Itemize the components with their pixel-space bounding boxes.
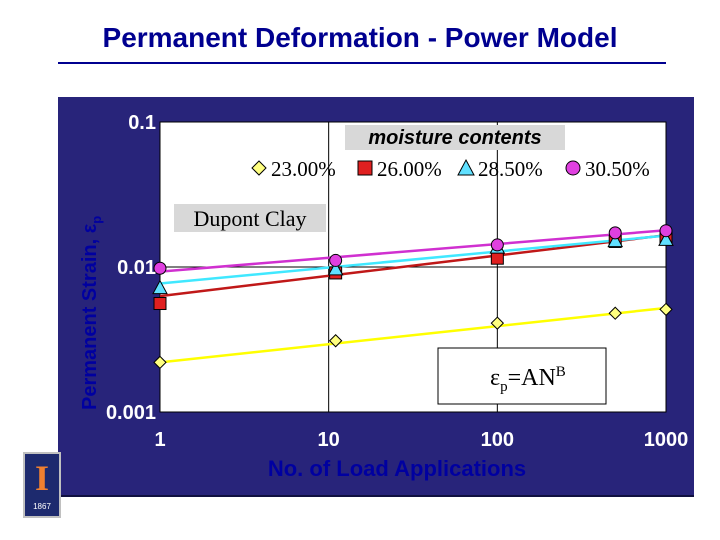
- x-tick-label: 100: [481, 429, 514, 451]
- x-axis-label: No. of Load Applications: [268, 456, 526, 481]
- y-axis-label-main: Permanent Strain, ε: [79, 223, 101, 410]
- y-axis-label: Permanent Strain, εp: [79, 216, 104, 410]
- formula-sub: p: [500, 379, 508, 395]
- logo-year: 1867: [33, 502, 51, 511]
- y-tick-label: 0.001: [106, 402, 156, 424]
- legend-title: moisture contents: [368, 127, 541, 149]
- panel-left-border: [56, 97, 58, 497]
- data-point-30.50%: [608, 226, 622, 240]
- data-point-30.50%: [490, 238, 504, 252]
- legend-title-box: [345, 125, 565, 150]
- x-tick-label: 1000: [644, 429, 689, 451]
- x-tick-label: 10: [318, 429, 340, 451]
- legend-marker-30.50%: [565, 160, 581, 176]
- fit-line-28.50%: [159, 234, 667, 285]
- title-divider: [58, 62, 666, 64]
- legend-label-23.00%: 23.00%: [271, 157, 336, 181]
- legend-marker-23.00%: [251, 160, 267, 176]
- y-tick-label: 0.1: [128, 112, 156, 134]
- fit-line-30.50%: [159, 228, 667, 273]
- legend-label-30.50%: 30.50%: [585, 157, 650, 181]
- data-point-28.50%: [607, 232, 624, 248]
- data-point-23.00%: [659, 302, 673, 317]
- data-point-30.50%: [153, 261, 167, 275]
- x-tick-label: 1: [154, 429, 165, 451]
- data-point-26.00%: [153, 297, 167, 311]
- data-point-30.50%: [329, 253, 343, 267]
- university-logo: I 1867: [23, 452, 61, 518]
- data-point-28.50%: [152, 279, 168, 295]
- y-tick-label: 0.01: [117, 257, 156, 279]
- y-axis-label-sub: p: [89, 216, 104, 224]
- fit-lines: [159, 228, 667, 364]
- data-point-26.00%: [490, 251, 504, 265]
- legend-label-26.00%: 26.00%: [377, 157, 442, 181]
- formula-sup: B: [556, 364, 566, 380]
- data-point-28.50%: [327, 260, 344, 276]
- data-point-23.00%: [608, 306, 622, 320]
- legend-label-28.50%: 28.50%: [478, 157, 543, 181]
- annotation-dupont-clay: Dupont Clay: [193, 206, 306, 231]
- formula-body: =AN: [508, 365, 556, 391]
- legend-marker-28.50%: [457, 158, 475, 176]
- fit-line-26.00%: [159, 233, 667, 298]
- data-point-23.00%: [153, 355, 167, 370]
- legend: 23.00% 26.00% 28.50% 30.50%: [251, 157, 650, 181]
- data-point-23.00%: [328, 334, 343, 348]
- annotation-box: [174, 204, 326, 232]
- logo-mark: I: [34, 458, 49, 498]
- legend-marker-26.00%: [357, 160, 373, 176]
- formula-epsilon: ε: [490, 365, 500, 391]
- power-model-formula: εp=ANB: [490, 364, 566, 395]
- data-point-30.50%: [659, 224, 673, 238]
- fit-line-23.00%: [159, 306, 667, 364]
- data-point-28.50%: [658, 231, 674, 246]
- tick-labels: 1 10 100 1000 0.001 0.01 0.1: [106, 112, 688, 451]
- slide-title: Permanent Deformation - Power Model: [102, 22, 618, 53]
- data-markers: [152, 224, 674, 370]
- formula-box: [437, 347, 607, 405]
- data-point-23.00%: [490, 316, 505, 330]
